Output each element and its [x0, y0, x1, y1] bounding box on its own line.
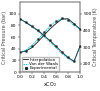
Legend: Interpolation, Van der Waals, Experimental: Interpolation, Van der Waals, Experiment…: [22, 57, 60, 71]
Y-axis label: Critical Temperature (K): Critical Temperature (K): [93, 8, 98, 66]
Y-axis label: Critical Pressure (bar): Critical Pressure (bar): [2, 11, 7, 64]
X-axis label: xCO$_2$: xCO$_2$: [43, 80, 57, 89]
